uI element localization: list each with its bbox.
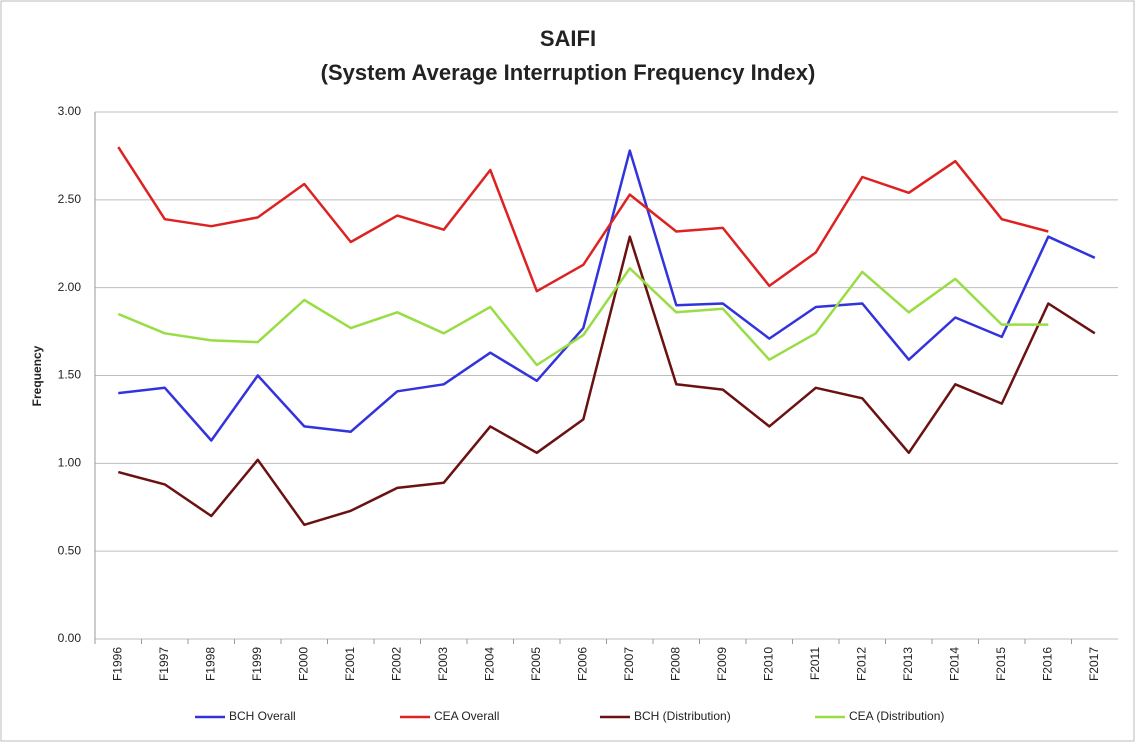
x-tick-label: F2006 <box>575 647 589 681</box>
x-tick-label: F2009 <box>715 647 729 681</box>
x-tick-label: F2000 <box>296 647 310 681</box>
x-tick-label: F2017 <box>1087 647 1101 681</box>
y-tick-label: 1.50 <box>58 368 82 382</box>
y-tick-label: 1.00 <box>58 456 82 470</box>
series-line <box>118 149 1096 442</box>
series-line <box>117 146 1049 293</box>
y-tick-label: 0.00 <box>58 631 82 645</box>
series-line <box>117 267 1049 367</box>
legend-label: CEA Overall <box>434 709 499 723</box>
x-tick-label: F2004 <box>482 647 496 681</box>
x-tick-label: F2007 <box>622 647 636 681</box>
chart-subtitle: (System Average Interruption Frequency I… <box>321 60 816 85</box>
legend-label: BCH Overall <box>229 709 296 723</box>
x-tick-label: F2008 <box>668 647 682 681</box>
y-axis-label: Frequency <box>30 345 44 406</box>
x-tick-label: F2010 <box>761 647 775 681</box>
x-tick-label: F2015 <box>994 647 1008 681</box>
y-tick-label: 2.50 <box>58 192 82 206</box>
y-tick-label: 2.00 <box>58 280 82 294</box>
x-tick-label: F2005 <box>529 647 543 681</box>
x-tick-label: F2014 <box>947 647 961 681</box>
y-tick-label: 0.50 <box>58 543 82 557</box>
x-tick-label: F2002 <box>389 647 403 681</box>
x-tick-label: F2001 <box>343 647 357 681</box>
legend-label: CEA (Distribution) <box>849 709 944 723</box>
x-tick-label: F2013 <box>901 647 915 681</box>
y-tick-label: 3.00 <box>58 104 82 118</box>
x-tick-label: F2011 <box>808 647 822 680</box>
legend-label: BCH (Distribution) <box>634 709 731 723</box>
x-tick-label: F2003 <box>436 647 450 681</box>
x-tick-label: F2012 <box>854 647 868 681</box>
x-tick-label: F1996 <box>110 647 124 681</box>
series-line <box>117 235 1096 527</box>
x-tick-label: F1999 <box>250 647 264 681</box>
x-tick-label: F2016 <box>1040 647 1054 681</box>
x-tick-label: F1998 <box>203 647 217 681</box>
chart-title: SAIFI <box>540 26 596 51</box>
x-tick-label: F1997 <box>157 647 171 681</box>
